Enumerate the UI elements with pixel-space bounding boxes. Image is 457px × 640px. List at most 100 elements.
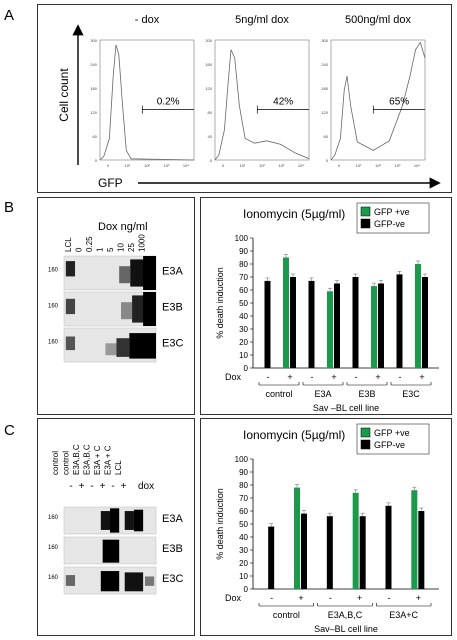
legend-swatch bbox=[360, 218, 371, 229]
y-tick-label: 50 bbox=[239, 520, 248, 529]
y-tick-label: 200 bbox=[205, 38, 212, 43]
x-tick-label: 10¹ bbox=[125, 163, 131, 168]
x-tick-label: 0 bbox=[338, 163, 341, 168]
y-tick-label: 30 bbox=[239, 325, 248, 334]
panel-b-chart-frame: Ionomycin (5µg/ml) GFP +ve GFP-ve 0 10 20 30 40… bbox=[200, 197, 452, 415]
dox-header: Dox ng/ml bbox=[98, 221, 148, 233]
size-marker: 160 bbox=[48, 339, 59, 345]
y-axis-label: % death induction bbox=[215, 488, 225, 560]
histogram-title: 500ng/ml dox bbox=[345, 14, 412, 26]
lane-label: control bbox=[62, 451, 71, 475]
legend-frame bbox=[356, 202, 430, 234]
bar bbox=[294, 487, 300, 589]
y-tick-label: 300 bbox=[90, 38, 97, 43]
lane-label: 10 bbox=[117, 243, 126, 252]
blot-band bbox=[124, 572, 144, 592]
size-marker: 160 bbox=[48, 575, 59, 581]
size-marker: 160 bbox=[48, 303, 59, 309]
bar bbox=[308, 280, 315, 368]
blot-band bbox=[133, 509, 144, 532]
y-tick-label: 120 bbox=[205, 86, 212, 91]
lane-label: E3A + C bbox=[104, 445, 113, 475]
blot-band bbox=[102, 539, 120, 563]
dox-sign: - bbox=[311, 372, 314, 382]
blot-band bbox=[130, 259, 145, 287]
x-axis-label: GFP bbox=[98, 176, 123, 190]
dox-sign: - bbox=[355, 372, 358, 382]
blot-band bbox=[124, 511, 134, 530]
row-label: E3B bbox=[162, 302, 183, 314]
blot-band bbox=[116, 338, 130, 357]
y-tick-label: 300 bbox=[321, 38, 328, 43]
x-tick-label: 10² bbox=[259, 163, 265, 168]
bar bbox=[396, 274, 403, 368]
bar bbox=[418, 511, 425, 589]
bar bbox=[283, 257, 289, 368]
dox-sign: + bbox=[375, 372, 380, 382]
legend: GFP +ve GFP-ve bbox=[356, 423, 430, 455]
panel-a-frame: Cell count GFP - dox 300 240 180 120 60 0 0 10¹ 10²… bbox=[37, 4, 452, 193]
dox-label: dox bbox=[138, 481, 154, 492]
y-tick-label: 20 bbox=[239, 338, 248, 347]
blot-band bbox=[65, 575, 76, 586]
chart-title: Ionomycin (5µg/ml) bbox=[243, 207, 345, 221]
y-tick-label: 60 bbox=[239, 507, 248, 516]
y-tick-label: 80 bbox=[239, 481, 248, 490]
y-tick-label: 80 bbox=[208, 110, 213, 115]
x-tick-label: 10³ bbox=[395, 163, 401, 168]
panel-c-blot-frame: control control E3A,B,C E3A,B,C E3A + C E3A +… bbox=[37, 418, 195, 636]
panel-label-c: C bbox=[4, 422, 15, 439]
panel-label-b: B bbox=[4, 199, 15, 216]
lane-label: E3A,B,C bbox=[72, 444, 81, 475]
y-tick-label: 180 bbox=[90, 86, 97, 91]
legend-swatch bbox=[360, 439, 371, 450]
row-label: E3B bbox=[162, 543, 183, 555]
x-tick-label: 0 bbox=[222, 163, 225, 168]
lane-label: 5 bbox=[106, 247, 115, 252]
histogram-frame bbox=[330, 39, 426, 161]
y-tick-label: 10 bbox=[239, 572, 248, 581]
blot-band bbox=[65, 298, 76, 315]
y-axis-label: Cell count bbox=[57, 68, 71, 122]
y-tick-label: 240 bbox=[90, 62, 97, 67]
y-tick-label: 120 bbox=[90, 110, 97, 115]
dox-sign: + bbox=[416, 593, 421, 603]
y-tick-label: 20 bbox=[239, 559, 248, 568]
blot-band bbox=[121, 302, 133, 320]
y-tick-label: 60 bbox=[93, 134, 98, 139]
dox-sign: + bbox=[79, 481, 85, 492]
legend-swatch bbox=[360, 206, 371, 217]
y-tick-label: 80 bbox=[239, 260, 248, 269]
bar bbox=[334, 283, 340, 368]
x-axis-label: Sav–BL cell line bbox=[314, 624, 378, 634]
dox-sign: + bbox=[298, 593, 303, 603]
legend-label: GFP-ve bbox=[374, 440, 405, 450]
histogram-frame bbox=[214, 39, 310, 161]
x-tick-label: 10¹ bbox=[356, 163, 362, 168]
row-label: E3A bbox=[162, 513, 183, 525]
y-tick-label: 90 bbox=[239, 247, 248, 256]
flow-histograms: Cell count GFP - dox 300 240 180 120 60 0 0 10¹ 10²… bbox=[57, 14, 441, 190]
legend-frame bbox=[356, 423, 430, 455]
y-tick-label: 120 bbox=[321, 110, 328, 115]
histogram-2: 5ng/ml dox 200 160 120 80 40 0 0 10¹ 10² 10³ 10⁴ 42% bbox=[205, 14, 310, 168]
blot-band bbox=[143, 256, 156, 290]
bar bbox=[352, 492, 359, 589]
bar bbox=[415, 264, 421, 368]
x-tick-label: 10³ bbox=[279, 163, 285, 168]
blot-group: Dox ng/ml LCL 0 0.25 1 5 10 25 1000 160 E3A 160 E3B 1… bbox=[48, 221, 183, 363]
row-label: E3C bbox=[162, 338, 183, 350]
dox-sign: - bbox=[69, 481, 72, 492]
legend: GFP +ve GFP-ve bbox=[356, 202, 430, 234]
legend-label: GFP-ve bbox=[374, 219, 405, 229]
y-tick-label: 10 bbox=[239, 351, 248, 360]
lane-label: E3A,B,C bbox=[83, 444, 92, 475]
lane-label: LCL bbox=[114, 460, 123, 475]
histogram-1: - dox 300 240 180 120 60 0 0 10¹ 10² 10³ 10⁴ 0.2% bbox=[90, 14, 195, 168]
size-marker: 160 bbox=[48, 515, 59, 521]
histogram-frame bbox=[99, 39, 195, 161]
group-label: E3A,B,C bbox=[328, 610, 363, 620]
row-label: E3A bbox=[162, 266, 183, 278]
lane-label: 1 bbox=[96, 247, 105, 252]
dox-sign: - bbox=[399, 372, 402, 382]
